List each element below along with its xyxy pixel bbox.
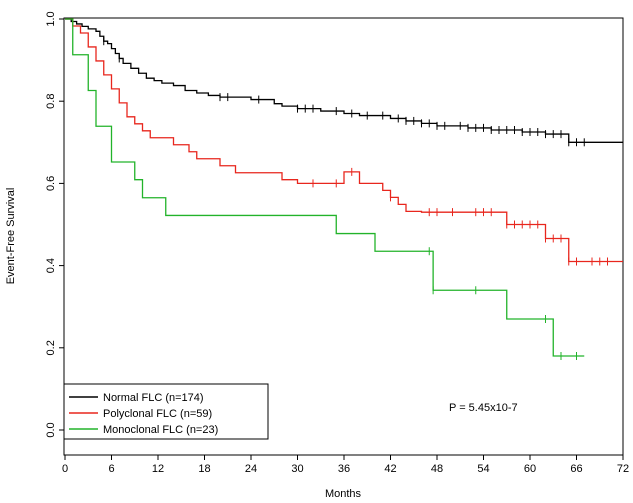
p-value-annotation: P = 5.45x10-7 [449,402,518,414]
y-tick-label: 0.4 [45,258,57,273]
x-axis-title: Months [325,488,362,500]
x-tick-label: 72 [617,463,629,475]
x-tick-label: 42 [384,463,396,475]
x-tick-label: 54 [477,463,489,475]
y-tick-label: 0.6 [45,176,57,191]
x-tick-label: 24 [245,463,257,475]
x-tick-label: 66 [570,463,582,475]
x-tick-label: 60 [524,463,536,475]
series-group [65,18,623,147]
y-tick-label: 0.8 [45,94,57,109]
x-axis: 0 6 12 18 24 30 36 42 48 54 60 66 72 [62,455,629,475]
x-tick-label: 6 [108,463,114,475]
series-line [65,18,623,143]
series-line [65,18,623,263]
series-group [65,18,585,361]
y-tick-label: 0.0 [45,422,57,437]
legend-label: Normal FLC (n=174) [103,392,204,404]
x-tick-label: 12 [152,463,164,475]
legend-box [63,383,269,440]
legend-label: Monoclonal FLC (n=23) [103,424,218,436]
y-axis: 0.0 0.2 0.4 0.6 0.8 1.0 [45,11,64,438]
series-line [65,18,585,357]
series-layer [65,18,623,361]
y-axis-title: Event-Free Survival [5,188,17,285]
y-tick-label: 0.2 [45,340,57,355]
series-group [65,18,623,266]
x-tick-label: 30 [291,463,303,475]
y-tick-label: 1.0 [45,11,57,26]
x-tick-label: 0 [62,463,68,475]
x-tick-label: 18 [198,463,210,475]
legend-label: Polyclonal FLC (n=59) [103,408,212,420]
x-tick-label: 48 [431,463,443,475]
x-tick-label: 36 [338,463,350,475]
legend: Normal FLC (n=174) Polyclonal FLC (n=59) M… [63,383,269,440]
